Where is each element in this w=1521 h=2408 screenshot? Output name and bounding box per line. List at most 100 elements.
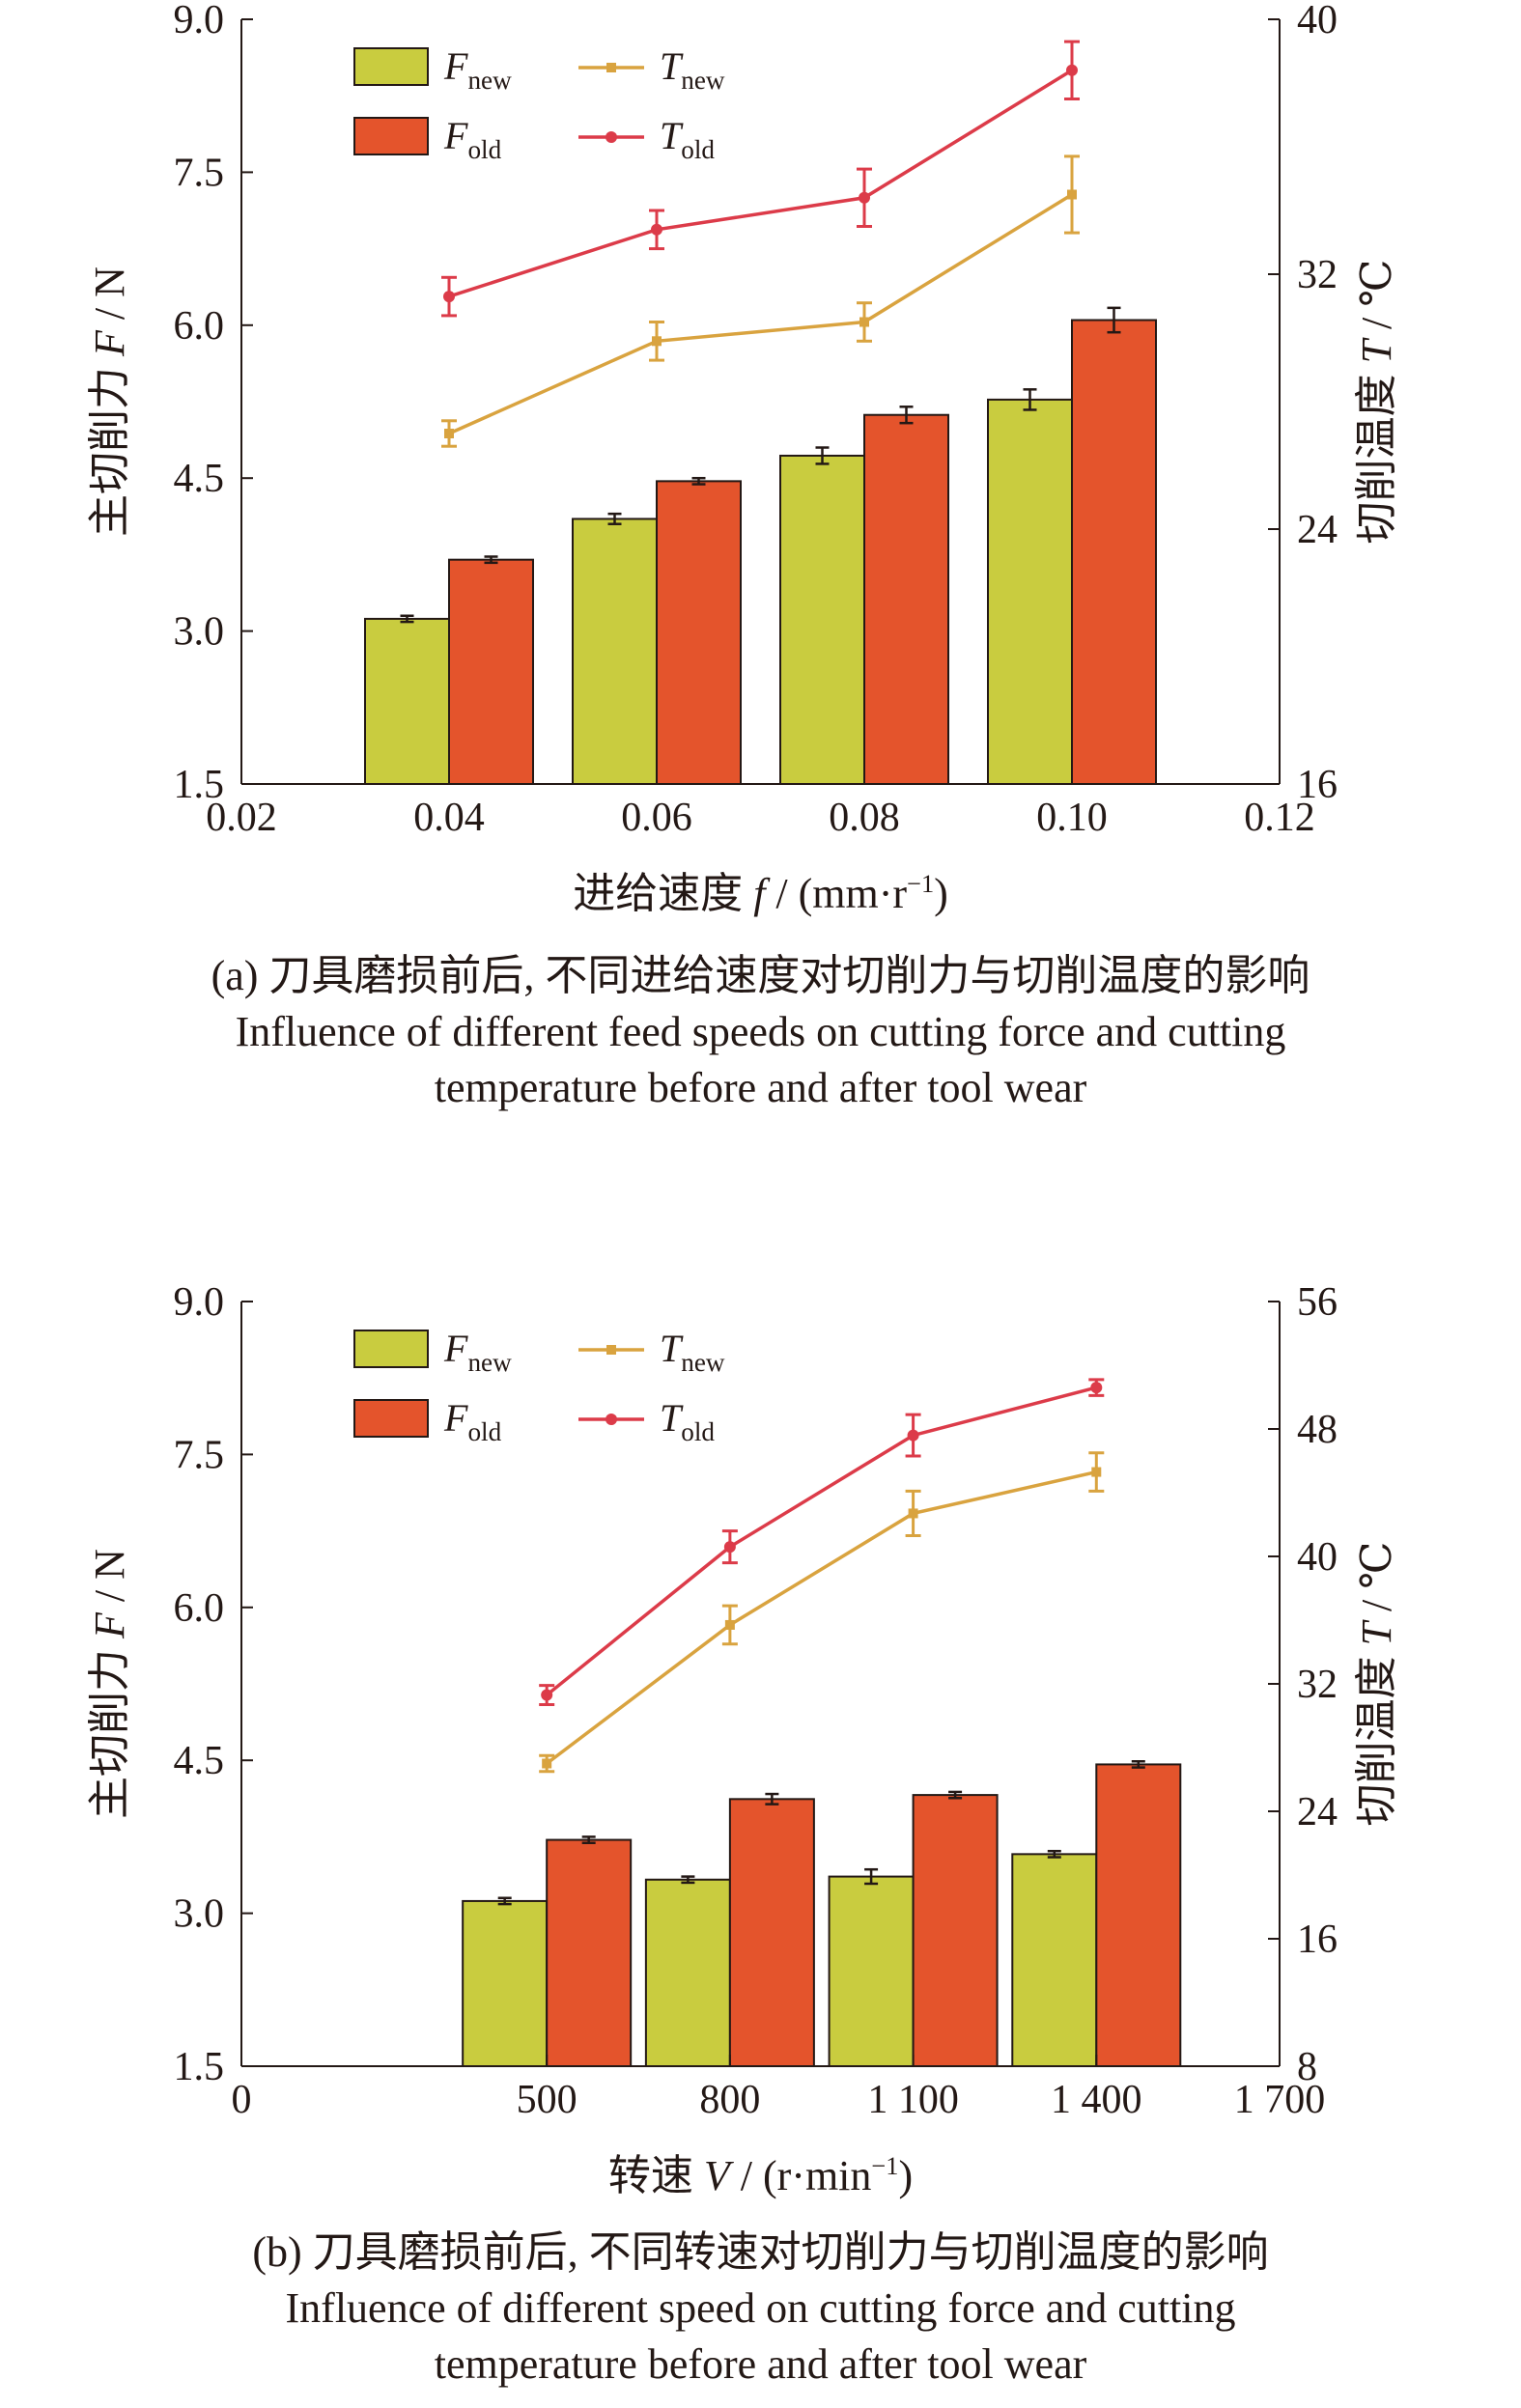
panel-b-x-tick-label: 500 (517, 2078, 577, 2122)
panel-a-y-left-tick-label: 3.0 (174, 610, 225, 655)
panel-a-bar-F_old (448, 558, 534, 785)
panel-a-bar-F_new (364, 617, 450, 785)
panel-b-y-left-tick-label: 4.5 (174, 1739, 225, 1783)
panel-b-y-right-tick-label: 48 (1297, 1408, 1338, 1452)
panel-b-point-T_old (1090, 1382, 1103, 1394)
panel-a-x-tick-label: 0.08 (829, 796, 900, 840)
panel-b-point-T_new (542, 1758, 552, 1769)
panel-a-y-left-axis-label: 主切削力 F / N (86, 266, 133, 537)
panel-b-y-left-tick-label: 9.0 (174, 1280, 225, 1325)
panel-a-y-right-tick-label: 24 (1297, 508, 1338, 552)
panel-a-y-right-tick-label: 16 (1297, 763, 1338, 807)
caption-b-en-line2: temperature before and after tool wear (434, 2340, 1087, 2388)
panel-a-legend-label-F_old: Fold (443, 114, 502, 164)
panel-a-x-tick-label: 0.12 (1244, 796, 1315, 840)
panel-a-x-tick-label: 0.10 (1036, 796, 1108, 840)
caption-a-en-line1: Influence of different feed speeds on cu… (235, 1008, 1286, 1055)
panel-a-legend-label-F_new: Fnew (443, 44, 512, 95)
panel-b-legend-marker-T_old (606, 1414, 617, 1425)
panel-a-y-left-tick-label: 7.5 (174, 151, 225, 195)
panel-b-legend-marker-T_new (606, 1345, 616, 1355)
panel-a-point-T_old (1066, 64, 1078, 76)
panel-a-legend-swatch-F_new (353, 47, 429, 86)
panel-a-legend: Fnew Tnew Fold Told (353, 44, 725, 164)
panel-a-bar-F_new (572, 518, 658, 785)
panel-a-point-T_new (1067, 189, 1077, 200)
panel-a-y-left-tick-label: 9.0 (174, 0, 225, 42)
panel-a-point-T_new (859, 317, 869, 327)
panel-b-legend-label-F_old: Fold (443, 1396, 502, 1446)
panel-a-x-axis-label: 进给速度 f / (mm·r−1) (573, 869, 948, 917)
panel-b-point-T_new (908, 1508, 918, 1519)
panel-b-y-left-tick-label: 1.5 (174, 2045, 225, 2089)
panel-b-point-T_new (1091, 1467, 1102, 1477)
panel-b-x-tick-label: 1 700 (1234, 2078, 1326, 2122)
panel-a-point-T_new (652, 336, 662, 347)
panel-a-y-left-tick-label: 6.0 (174, 304, 225, 349)
caption-a-cn: (a) 刀具磨损前后, 不同进给速度对切削力与切削温度的影响 (211, 952, 1310, 999)
panel-b-y-right-tick-label: 8 (1297, 2045, 1317, 2089)
panel-b-bar-F_new (828, 1875, 915, 2067)
panel-b-bar-F_old (912, 1794, 999, 2067)
panel-b-y-left-axis-label: 主切削力 F / N (86, 1549, 133, 1819)
caption-b-cn: (b) 刀具磨损前后, 不同转速对切削力与切削温度的影响 (252, 2228, 1269, 2276)
panel-a-point-T_new (444, 429, 454, 438)
panel-b-bar-F_old (1095, 1763, 1182, 2067)
panel-b-y-right-tick-label: 16 (1297, 1918, 1338, 1962)
panel-b-point-T_old (907, 1429, 919, 1442)
panel-b-point-T_old (541, 1689, 553, 1701)
panel-b-y-right-axis-label: 切削温度 T / ℃ (1353, 1542, 1400, 1827)
panel-b-y-right-tick-label: 56 (1297, 1280, 1338, 1325)
panel-a-bar-F_new (987, 398, 1073, 785)
panel-b-y-left-tick-label: 3.0 (174, 1892, 225, 1937)
panel-a-point-T_old (443, 291, 455, 303)
panel-a-bar-F_old (863, 413, 949, 785)
panel-b-legend-swatch-F_new (353, 1330, 429, 1368)
panel-b-x-tick-label: 800 (699, 2078, 760, 2122)
panel-b-legend: Fnew Tnew Fold Told (353, 1327, 725, 1446)
panel-a-line-T_old (448, 69, 1073, 298)
panel-b-legend-label-F_new: Fnew (443, 1327, 512, 1377)
panel-a-legend-swatch-F_old (353, 117, 429, 155)
panel-a-bar-F_new (779, 454, 865, 785)
panel-b-x-axis-label: 转速 V / (r·min−1) (608, 2151, 913, 2199)
panel-b-point-T_old (723, 1541, 736, 1554)
panel-b-chart: 0 500 800 1 100 1 400 1 700 1.5 3.0 4.5 6.0 7.5 9.0… (86, 1280, 1400, 2199)
panel-b-x-tick-label: 1 100 (867, 2078, 959, 2122)
panel-b-legend-label-T_new: Tnew (660, 1327, 725, 1377)
panel-a-legend-marker-T_old (606, 131, 617, 143)
panel-a-point-T_old (651, 223, 662, 236)
panel-a-x-tick-label: 0.02 (206, 796, 277, 840)
panel-a-line-T_new (448, 193, 1073, 435)
panel-b-bar-F_new (1011, 1853, 1098, 2068)
panel-b-bar-F_old (728, 1798, 815, 2067)
panel-a-point-T_old (859, 191, 870, 204)
panel-b-bar-F_old (546, 1838, 633, 2067)
panel-a-legend-marker-T_new (606, 63, 616, 72)
panel-b-y-left-tick-label: 6.0 (174, 1586, 225, 1631)
panel-b-y-left-tick-label: 7.5 (174, 1433, 225, 1477)
panel-a-y-right-tick-label: 32 (1297, 253, 1338, 297)
panel-a-y-right-axis-label: 切削温度 T / ℃ (1353, 260, 1400, 545)
panel-a-bar-F_old (1071, 319, 1157, 785)
panel-a-legend-label-T_new: Tnew (660, 44, 725, 95)
panel-b-line-T_new (546, 1470, 1097, 1765)
panel-b-bar-F_new (462, 1899, 549, 2067)
panel-b-x-tick-label: 1 400 (1051, 2078, 1142, 2122)
panel-b-line-T_old (546, 1386, 1097, 1696)
panel-b-legend-label-T_old: Told (660, 1396, 715, 1446)
panel-a-legend-label-T_old: Told (660, 114, 715, 164)
panel-b-y-right-tick-label: 24 (1297, 1790, 1338, 1834)
panel-b-legend-swatch-F_old (353, 1399, 429, 1438)
panel-a-y-right-tick-label: 40 (1297, 0, 1338, 42)
caption-b-en-line1: Influence of different speed on cutting … (285, 2284, 1236, 2332)
panel-b-y-right-tick-label: 32 (1297, 1663, 1338, 1707)
panel-a-y-left-tick-label: 1.5 (174, 763, 225, 807)
caption-b: (b) 刀具磨损前后, 不同转速对切削力与切削温度的影响 Influence o… (0, 2225, 1521, 2393)
panel-b-bar-F_new (644, 1878, 731, 2067)
panel-a-x-tick-label: 0.06 (621, 796, 692, 840)
panel-a-chart: 0.02 0.04 0.06 0.08 0.10 0.12 1.5 3.0 4.5 6.0 7.5 9… (86, 0, 1400, 917)
panel-b-y-right-tick-label: 40 (1297, 1535, 1338, 1580)
panel-b-point-T_new (724, 1619, 735, 1630)
